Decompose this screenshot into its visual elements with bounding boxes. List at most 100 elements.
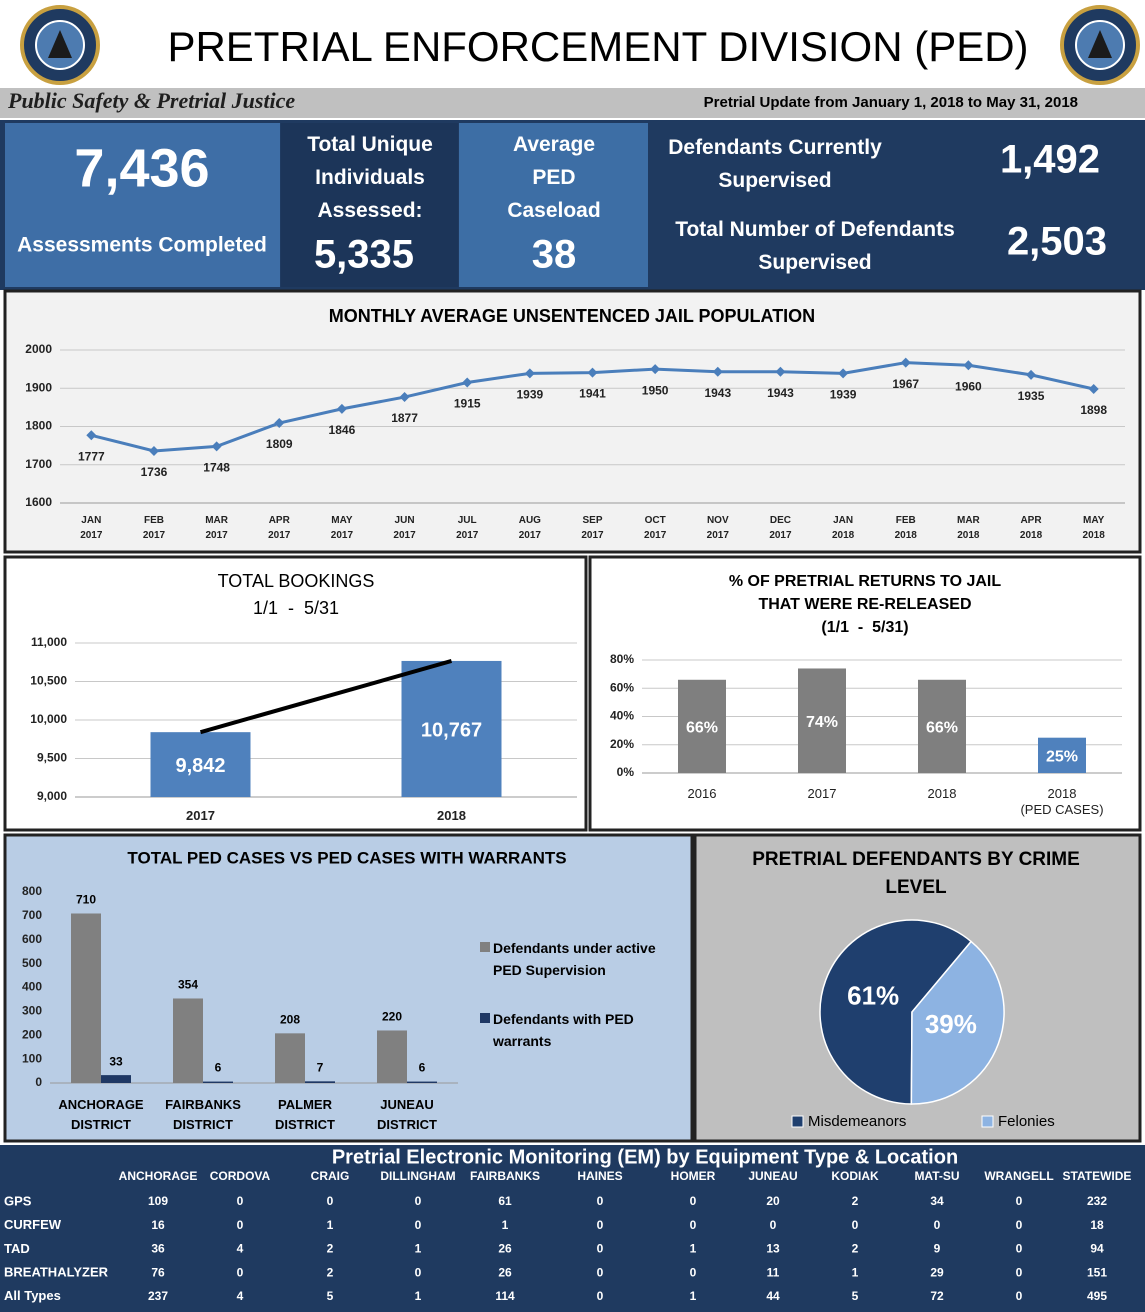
marker: [900, 357, 911, 368]
x-tick-label: SEP 2017: [581, 515, 604, 541]
table-cell: 0: [415, 1218, 422, 1232]
kpi-label: Average PED Caseload: [507, 133, 601, 222]
x-tick-label: MAY 2018: [1082, 515, 1105, 541]
table-panel: [0, 1145, 1145, 1312]
pie-slice: [819, 919, 973, 1105]
bar: [71, 913, 101, 1083]
kpi-value: 38: [532, 233, 577, 277]
table-cell: 9: [934, 1242, 941, 1256]
y-tick-label: 0: [35, 1075, 42, 1089]
data-label: 9,842: [175, 755, 225, 777]
bar: [101, 1075, 131, 1083]
row-label: TAD: [4, 1241, 30, 1256]
table-cell: 20: [766, 1194, 780, 1208]
y-tick-label: 0%: [617, 765, 635, 779]
data-label: 6: [215, 1061, 222, 1075]
bar: [798, 668, 846, 773]
table-cell: 0: [1016, 1218, 1023, 1232]
table-cell: 0: [237, 1194, 244, 1208]
data-label: 1950: [642, 383, 669, 397]
column-header: WRANGELL: [984, 1169, 1053, 1183]
bar: [275, 1033, 305, 1083]
table-cell: 2: [327, 1242, 334, 1256]
bar: [150, 732, 251, 797]
row-label: GPS: [4, 1193, 32, 1208]
column-header: CRAIG: [311, 1169, 350, 1183]
table-cell: 1: [690, 1242, 697, 1256]
x-tick-label: JUL 2017: [456, 515, 479, 541]
y-tick-label: 1800: [25, 419, 52, 433]
y-tick-label: 100: [22, 1051, 42, 1065]
table-cell: 72: [930, 1289, 944, 1303]
table-cell: 18: [1090, 1218, 1104, 1232]
legend-label[interactable]: Misdemeanors: [808, 1113, 906, 1130]
y-tick-label: 20%: [610, 737, 634, 751]
chart-title: % OF PRETRIAL RETURNS TO JAIL THAT WERE …: [728, 573, 1002, 613]
marker: [1026, 369, 1037, 380]
bar: [678, 679, 726, 773]
column-header: FAIRBANKS: [470, 1169, 540, 1183]
table-cell: 0: [327, 1194, 334, 1208]
legend-label[interactable]: Defendants with PED warrants: [493, 1011, 634, 1049]
x-tick-label: AUG 2017: [518, 515, 541, 541]
table-cell: 232: [1087, 1194, 1107, 1208]
data-label: 1736: [141, 465, 168, 479]
table-cell: 1: [852, 1265, 859, 1279]
bar: [173, 998, 203, 1083]
table-cell: 0: [237, 1218, 244, 1232]
kpi-value: 1,492: [1000, 138, 1100, 182]
chart-subtitle: (1/1 - 5/31): [821, 619, 908, 636]
data-label: 208: [280, 1013, 300, 1027]
row-label: All Types: [4, 1288, 61, 1303]
table-cell: 1: [415, 1242, 422, 1256]
x-tick-label: JUNEAU DISTRICT: [377, 1097, 437, 1132]
table-cell: 114: [495, 1289, 515, 1303]
marker: [712, 366, 723, 377]
data-label: 1939: [830, 388, 857, 402]
data-label: 1748: [203, 461, 230, 475]
trendline: [199, 659, 453, 735]
legend-swatch: [981, 1115, 994, 1128]
table-cell: 0: [1016, 1265, 1023, 1279]
legend-swatch: [480, 1013, 490, 1023]
x-tick-label: 2018 (PED CASES): [1020, 786, 1104, 817]
x-tick-label: MAR 2018: [956, 515, 980, 541]
marker: [86, 430, 97, 441]
table-cell: 2: [852, 1194, 859, 1208]
kpi-value: 5,335: [314, 233, 414, 277]
page-title: PRETRIAL ENFORCEMENT DIVISION (PED): [167, 23, 1028, 70]
table-cell: 237: [148, 1289, 168, 1303]
table-cell: 4: [237, 1242, 244, 1256]
data-label: 1777: [78, 449, 105, 463]
kpi-value: 7,436: [74, 138, 209, 198]
x-tick-label: JAN 2017: [80, 515, 103, 541]
y-tick-label: 400: [22, 980, 42, 994]
update-note: Pretrial Update from January 1, 2018 to …: [704, 94, 1078, 111]
x-tick-label: APR 2018: [1019, 515, 1043, 541]
y-tick-label: 600: [22, 932, 42, 946]
y-tick-label: 60%: [610, 680, 634, 694]
data-label: 7: [317, 1061, 324, 1075]
table-cell: 5: [327, 1289, 334, 1303]
table-cell: 29: [930, 1265, 944, 1279]
marker: [775, 366, 786, 377]
table-cell: 151: [1087, 1265, 1107, 1279]
column-header: ANCHORAGE: [119, 1169, 198, 1183]
x-tick-label: APR 2017: [268, 515, 291, 541]
x-tick-label: 2016: [687, 786, 717, 801]
chart-subtitle: 1/1 - 5/31: [253, 598, 339, 618]
y-tick-label: 1900: [25, 380, 52, 394]
chart-title: PRETRIAL DEFENDANTS BY CRIME LEVEL: [752, 849, 1080, 898]
table-cell: 36: [151, 1242, 165, 1256]
chart-title: MONTHLY AVERAGE UNSENTENCED JAIL POPULAT…: [329, 306, 815, 326]
legend-label[interactable]: Felonies: [998, 1113, 1055, 1130]
tagline: Public Safety & Pretrial Justice: [7, 88, 295, 113]
kpi-box: [281, 123, 458, 287]
logo: [1060, 5, 1140, 85]
marker: [274, 418, 285, 429]
table-cell: 26: [498, 1242, 512, 1256]
y-tick-label: 10,500: [30, 674, 67, 688]
x-tick-label: FEB 2017: [142, 515, 166, 541]
legend-label[interactable]: Defendants under active PED Supervision: [493, 940, 656, 978]
